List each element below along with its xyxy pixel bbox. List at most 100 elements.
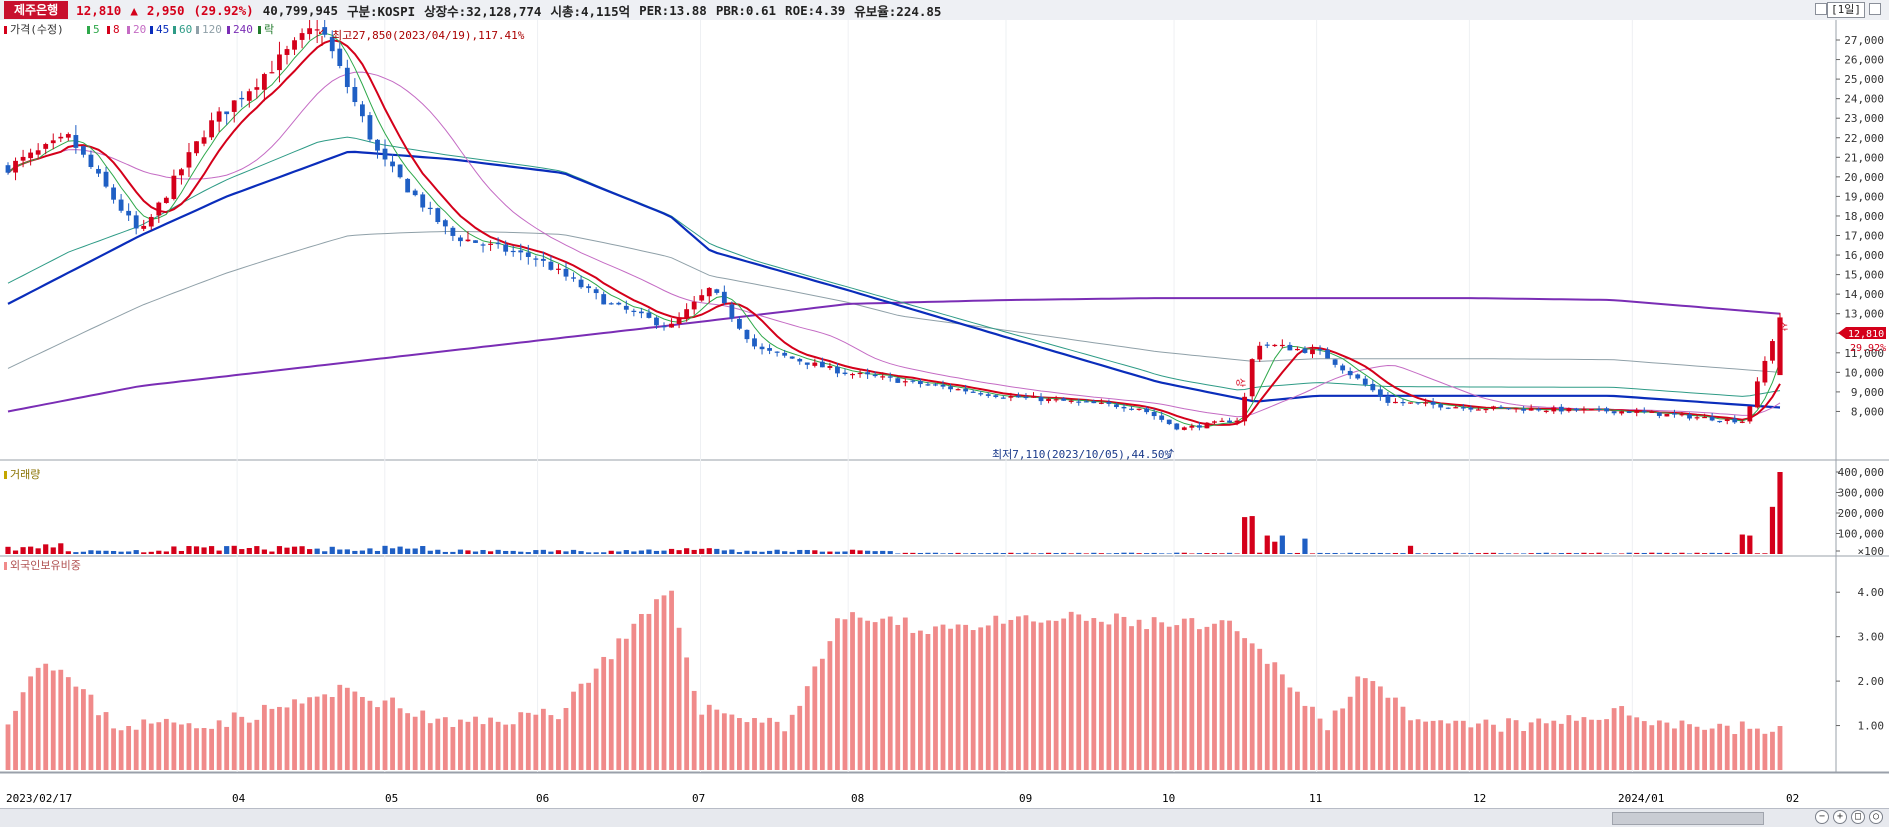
period-selector[interactable]: [1일] (1827, 2, 1865, 18)
window-toggle-button[interactable] (1815, 3, 1827, 15)
volume-bar (880, 550, 886, 554)
volume-bar (593, 552, 599, 554)
candle (993, 394, 999, 399)
volume-bar (1204, 553, 1210, 554)
min-annotation: 최저7,110(2023/10/05),44.50% ⤴ (992, 447, 1174, 461)
foreign-bar (1619, 706, 1625, 770)
volume-bar (442, 551, 448, 554)
foreign-bar (1151, 617, 1157, 770)
chart-scrollbar[interactable]: − + □ ○ (0, 808, 1889, 827)
candle (819, 357, 825, 368)
candle (1641, 407, 1647, 414)
volume-bar (435, 549, 441, 554)
panel-0 (0, 20, 1889, 460)
volume-bar (1385, 553, 1391, 554)
candle (857, 370, 863, 378)
candle (1219, 417, 1225, 422)
candle (578, 275, 584, 289)
foreign-bar (1415, 719, 1421, 770)
foreign-bar (314, 696, 320, 770)
foreign-bar (1076, 614, 1082, 770)
stock-name[interactable]: 제주은행 (4, 1, 69, 19)
candle (835, 363, 840, 378)
candle (1445, 407, 1451, 410)
volume-bar (1641, 552, 1647, 554)
volume-bar (314, 548, 320, 554)
volume-bar (1483, 552, 1489, 554)
foreign-bar (1016, 616, 1021, 770)
foreign-tick-1: 3.00 (1858, 631, 1885, 644)
candle (1310, 344, 1315, 359)
foreign-bar (578, 683, 584, 770)
x-label-9: 12 (1473, 792, 1486, 805)
foreign-bar (910, 632, 916, 770)
volume-bar (208, 546, 215, 554)
volume-bar (1340, 553, 1346, 554)
volume-bar (1136, 553, 1142, 554)
candle (13, 157, 18, 181)
volume-bar (699, 548, 705, 554)
zoom-in-icon[interactable]: + (1833, 810, 1847, 824)
foreign-bar (714, 709, 720, 770)
foreign-bar (201, 728, 207, 770)
moving-average-lines (7, 32, 1781, 428)
volume-bar (1581, 552, 1587, 554)
candle (179, 167, 184, 185)
foreign-bar (118, 730, 124, 770)
x-label-3: 06 (536, 792, 549, 805)
volume-bar (1747, 535, 1753, 554)
candle (50, 133, 56, 150)
stock-chart[interactable]: 가격(수정) 5 8 20 45 60 120 240 락 거래량 외국인보유비… (0, 20, 1889, 808)
scroll-thumb[interactable] (1612, 812, 1764, 825)
foreign-bar (548, 715, 554, 770)
foreign-bar (865, 620, 871, 770)
legend-price-swatch (4, 26, 7, 34)
candle (774, 351, 780, 357)
candle (465, 231, 471, 242)
foreign-bar (28, 676, 34, 770)
volume-bar (563, 551, 569, 554)
candle (231, 100, 237, 123)
foreign-bar (442, 717, 448, 770)
foreign-bar (390, 697, 395, 770)
volume-y-axis: 400,000 300,000 200,000 100,000 ×100 (1836, 466, 1884, 558)
candle (427, 201, 433, 215)
candle (1747, 406, 1753, 424)
candle (1513, 408, 1519, 413)
zoom-out-icon[interactable]: − (1815, 810, 1829, 824)
volume-bar (1634, 552, 1640, 554)
foreign-bar (179, 724, 184, 770)
foreign-bar (1664, 722, 1670, 770)
foreign-bar (933, 626, 938, 770)
foreign-bar (1596, 719, 1602, 770)
candle (194, 141, 199, 156)
volume-bar (389, 548, 396, 554)
volume-bar (329, 546, 335, 554)
candle (1709, 412, 1715, 422)
foreign-bar (1626, 715, 1632, 770)
x-label-7: 10 (1162, 792, 1175, 805)
volume-tick-3: 100,000 (1838, 528, 1884, 541)
volume-bar (95, 550, 102, 554)
foreign-bar (684, 657, 690, 770)
legend-ma5: 5 (93, 23, 100, 36)
candle (1754, 377, 1760, 409)
candle (1279, 339, 1285, 349)
candle (1151, 408, 1157, 420)
window-close-button[interactable] (1869, 3, 1881, 15)
candle (442, 218, 448, 235)
foreign-bar (465, 721, 471, 770)
volume-bar (518, 551, 524, 554)
foreign-bar (186, 723, 192, 770)
candle (1626, 410, 1632, 414)
volume-bar (1558, 553, 1564, 554)
foreign-bar (1234, 631, 1240, 770)
ma120-line (7, 230, 1781, 373)
foreign-bar (284, 707, 290, 770)
zoom-fit-icon[interactable]: □ (1851, 810, 1865, 824)
candle (940, 380, 946, 390)
zoom-reset-icon[interactable]: ○ (1869, 810, 1883, 824)
market-type: 구분:KOSPI (346, 3, 416, 19)
candle (73, 125, 79, 154)
volume-bar (1566, 552, 1572, 554)
